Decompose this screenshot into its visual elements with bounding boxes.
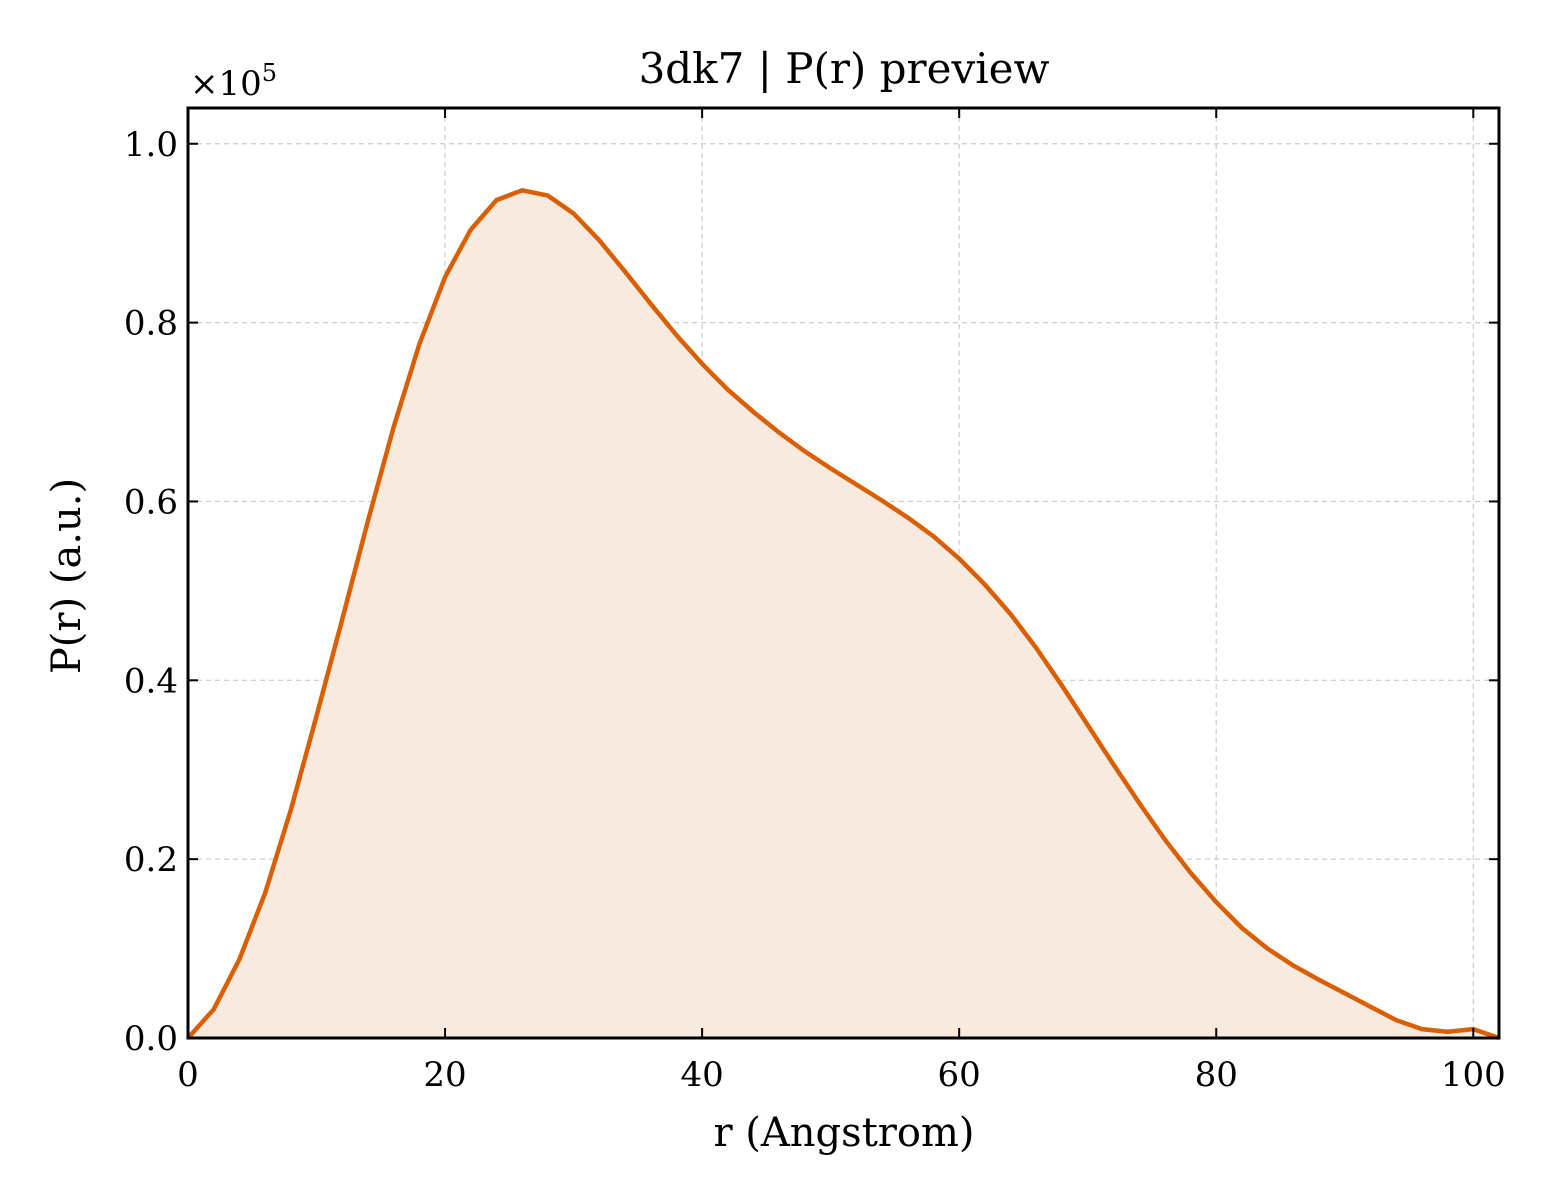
x-tick-label: 40 (680, 1055, 723, 1095)
x-tick-label: 100 (1441, 1055, 1506, 1095)
x-tick-label: 60 (938, 1055, 981, 1095)
y-tick-label: 0.0 (124, 1019, 178, 1059)
y-tick-label: 1.0 (124, 125, 178, 165)
y-scale-base: ×10 (190, 64, 262, 104)
x-tick-label: 20 (423, 1055, 466, 1095)
x-tick-label: 0 (177, 1055, 199, 1095)
area-fill (188, 190, 1499, 1039)
y-tick-label: 0.4 (124, 661, 178, 701)
y-tick-label: 0.2 (124, 840, 178, 880)
y-tick-label: 0.6 (124, 482, 178, 522)
x-axis-label: r (Angstrom) (713, 1110, 974, 1156)
x-tick-label: 80 (1195, 1055, 1238, 1095)
y-scale-multiplier: ×105 (190, 59, 277, 104)
ticks: 0 20 40 60 80 100 0.0 0.2 0.4 0.6 0.8 1.0 (124, 108, 1506, 1095)
chart-title: 3dk7 | P(r) preview (639, 44, 1050, 93)
pr-curve-line (186, 188, 1500, 1041)
plot-frame (186, 106, 1501, 1040)
y-tick-label: 0.8 (124, 304, 178, 344)
y-axis-label: P(r) (a.u.) (44, 478, 90, 674)
y-scale-exponent: 5 (262, 59, 277, 87)
